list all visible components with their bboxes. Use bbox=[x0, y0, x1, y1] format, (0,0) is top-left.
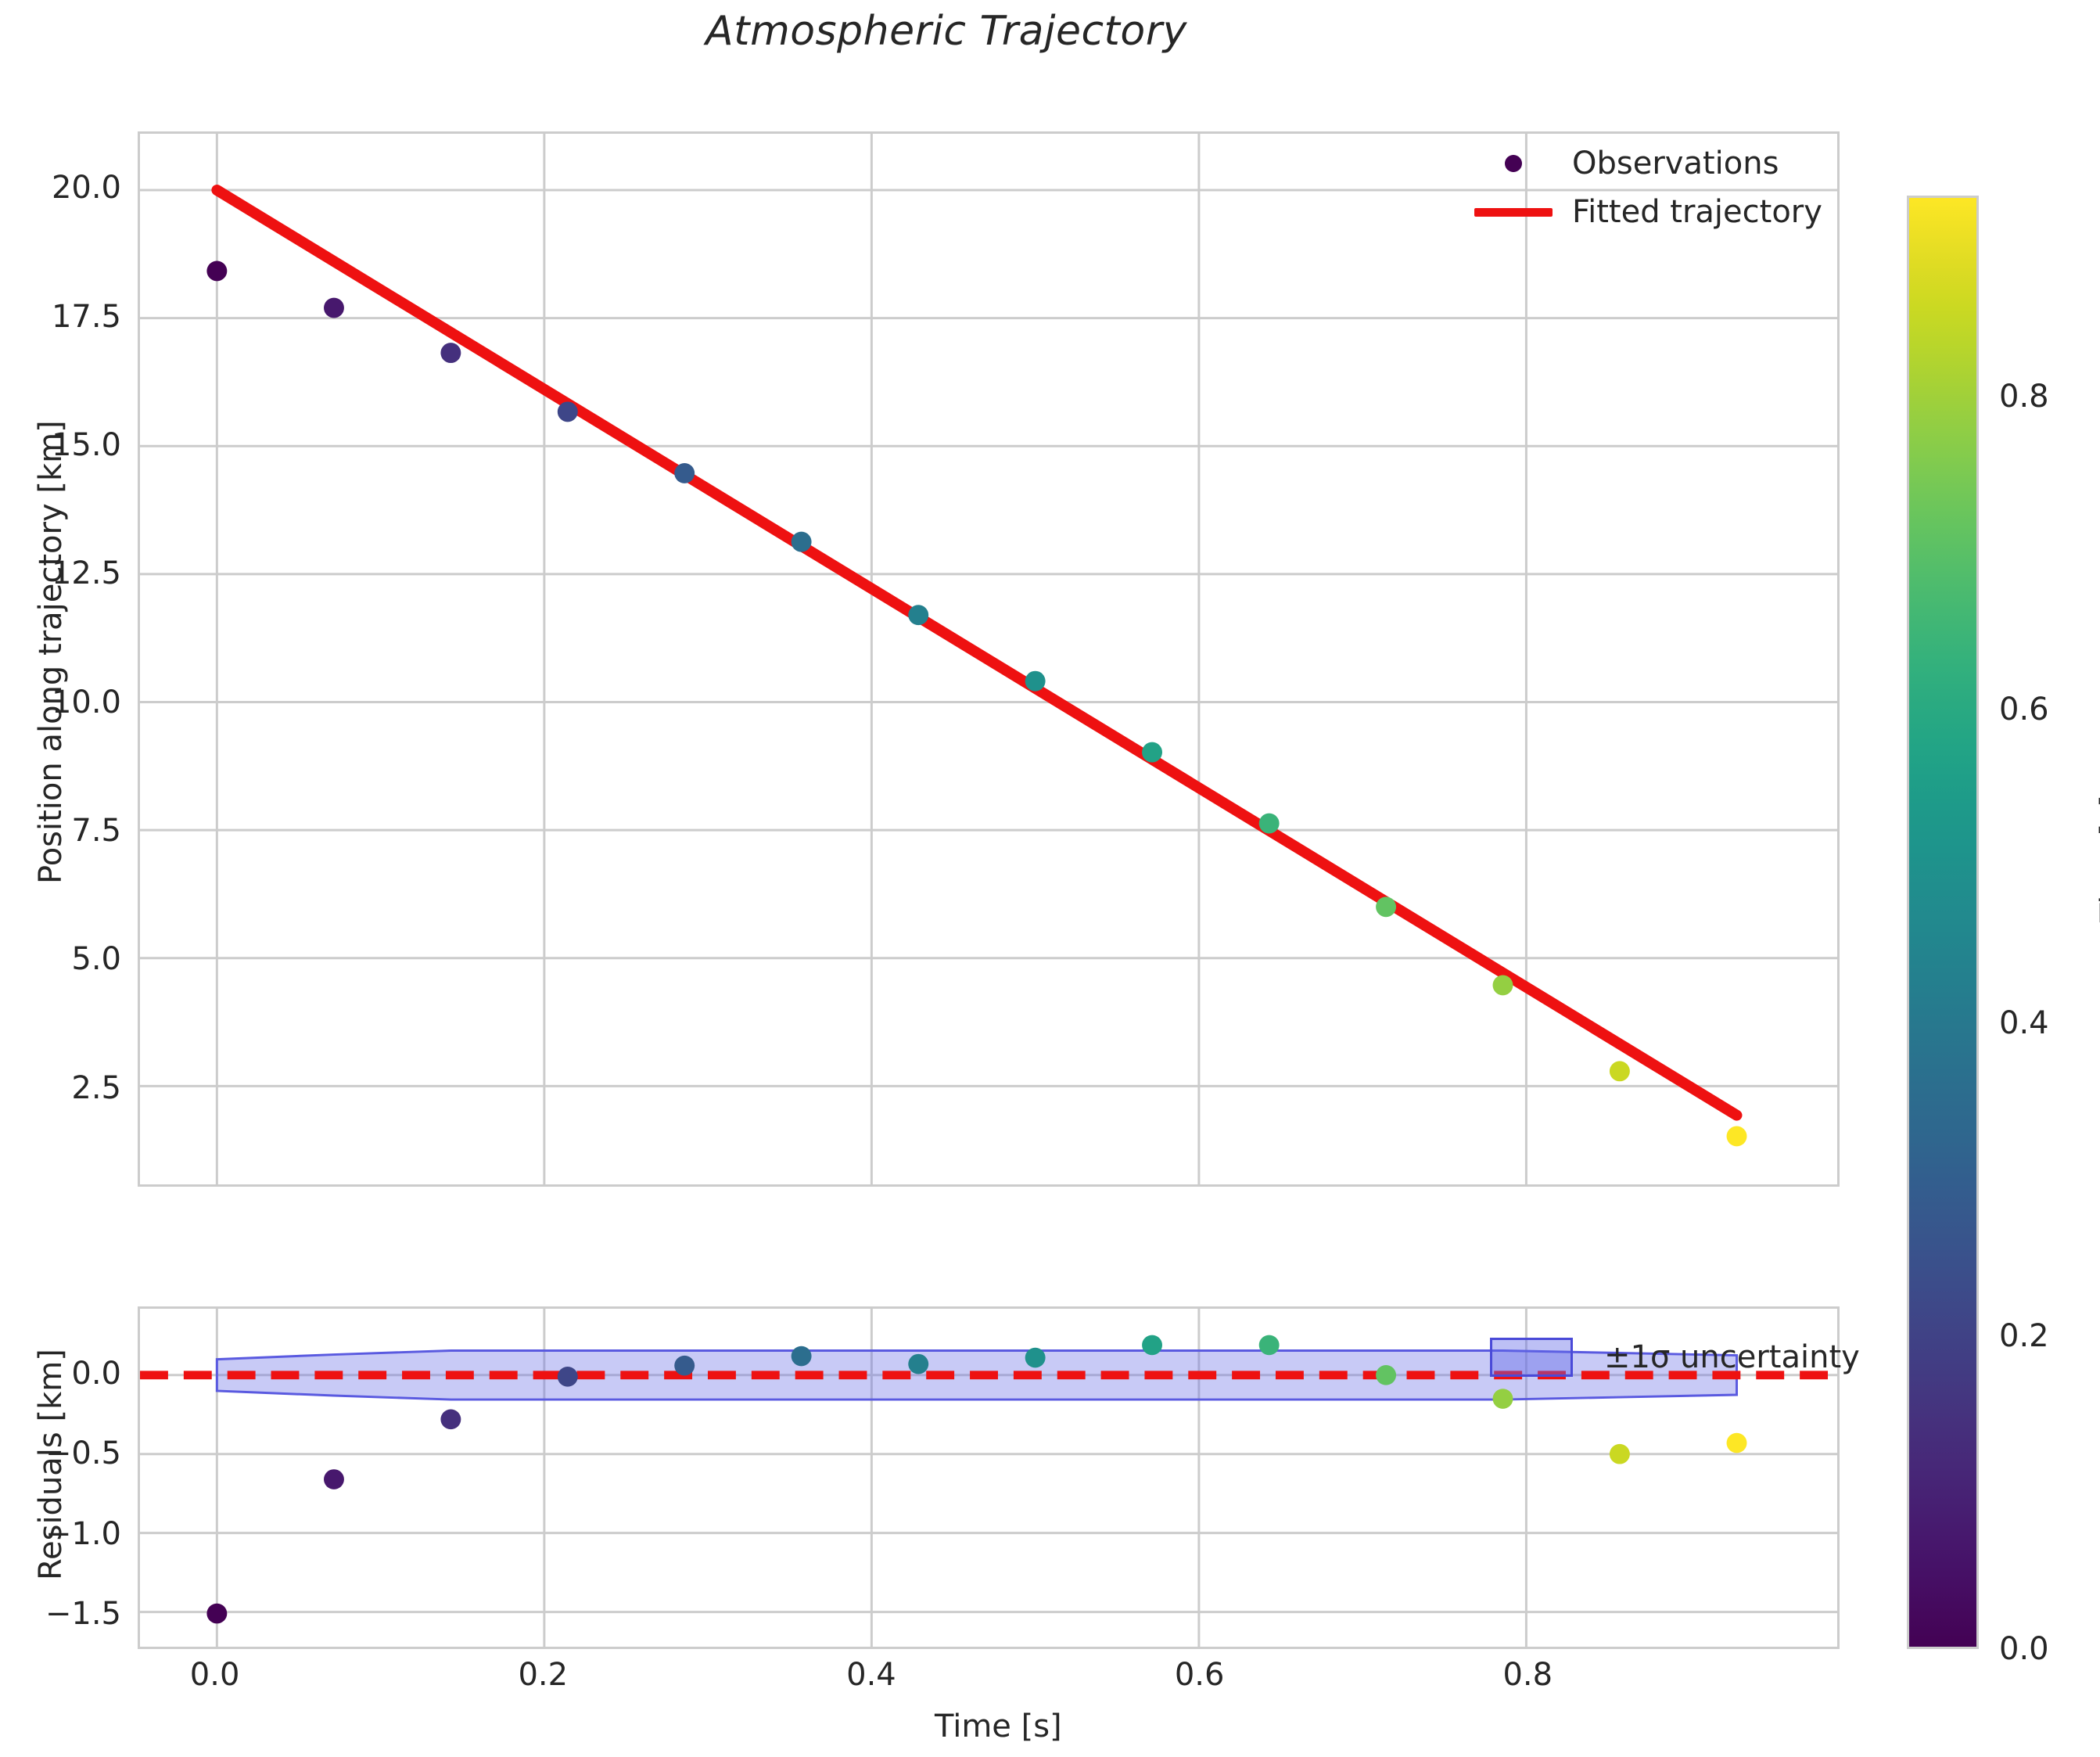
residual-point bbox=[557, 1366, 578, 1387]
residual-point bbox=[1492, 1389, 1513, 1409]
legend-label-uncertainty: ±1σ uncertainty bbox=[1604, 1339, 1860, 1375]
figure-title: Atmospheric Trajectory bbox=[705, 8, 1187, 55]
residual-point bbox=[440, 1409, 461, 1430]
resid-yticks-item: −1.5 bbox=[45, 1595, 121, 1632]
main-yticks-item: 20.0 bbox=[51, 170, 121, 207]
resid-xticks-item: 0.6 bbox=[1174, 1657, 1225, 1693]
resid-xticks-item: 0.4 bbox=[846, 1657, 896, 1693]
trajectory-plot-area bbox=[140, 134, 1837, 1184]
residuals-ylabel: Residuals [km] bbox=[33, 1349, 69, 1580]
colorbar-tick: 0.6 bbox=[1999, 692, 2049, 728]
observation-point bbox=[206, 260, 228, 282]
colorbar-fill bbox=[1909, 198, 1976, 1647]
trajectory-legend: Observations Fitted trajectory bbox=[1455, 139, 1822, 236]
main-yticks-item: 12.5 bbox=[51, 555, 121, 592]
observation-point bbox=[1376, 896, 1397, 918]
observation-point bbox=[908, 605, 929, 626]
colorbar-tick: 0.0 bbox=[1999, 1631, 2049, 1667]
observation-point bbox=[440, 343, 461, 364]
time-colorbar[interactable] bbox=[1907, 196, 1979, 1649]
main-yticks-item: 10.0 bbox=[51, 684, 121, 720]
observation-point bbox=[1025, 670, 1046, 692]
colorbar-tick: 0.4 bbox=[1999, 1004, 2049, 1041]
resid-xticks-item: 0.2 bbox=[518, 1657, 569, 1693]
colorbar-tick: 0.2 bbox=[1999, 1317, 2049, 1354]
residual-point bbox=[206, 1603, 228, 1624]
residual-point bbox=[1376, 1364, 1397, 1385]
residual-point bbox=[324, 1469, 344, 1489]
fitted-trajectory-line bbox=[211, 185, 1743, 1121]
residual-point bbox=[908, 1353, 929, 1374]
legend-entry-observations[interactable]: Observations bbox=[1455, 139, 1822, 188]
observation-point bbox=[557, 401, 578, 422]
main-yticks-item: 5.0 bbox=[71, 941, 121, 978]
resid-yticks-item: 0.0 bbox=[71, 1355, 121, 1392]
main-yticks-item: 7.5 bbox=[71, 813, 121, 850]
observation-point bbox=[324, 297, 344, 318]
observation-point bbox=[791, 531, 812, 552]
residuals-axes bbox=[138, 1306, 1840, 1649]
colorbar-gradient bbox=[1909, 198, 1976, 1647]
resid-xticks-item: 0.8 bbox=[1502, 1657, 1553, 1693]
colorbar-tick: 0.8 bbox=[1999, 379, 2049, 415]
residual-point bbox=[1142, 1335, 1163, 1356]
residual-point bbox=[1258, 1335, 1280, 1356]
resid-yticks-item: −1.0 bbox=[45, 1515, 121, 1552]
residuals-xlabel: Time [s] bbox=[935, 1708, 1062, 1744]
trajectory-ylabel: Position along trajectory [km] bbox=[33, 420, 69, 884]
main-yticks-item: 17.5 bbox=[51, 298, 121, 335]
colorbar-label: Time [s] bbox=[2095, 795, 2100, 922]
observation-point bbox=[1492, 975, 1513, 996]
residual-point bbox=[674, 1355, 695, 1376]
trajectory-axes bbox=[138, 131, 1840, 1187]
main-yticks-item: 15.0 bbox=[51, 427, 121, 464]
observation-point bbox=[1142, 742, 1163, 763]
observations-marker-icon bbox=[1455, 155, 1572, 172]
legend-label-fitted: Fitted trajectory bbox=[1572, 194, 1822, 230]
main-yticks-item: 2.5 bbox=[71, 1069, 121, 1106]
observation-point bbox=[1609, 1061, 1630, 1082]
legend-label-observations: Observations bbox=[1572, 146, 1779, 181]
resid-yticks-item: −0.5 bbox=[45, 1435, 121, 1472]
observation-point bbox=[674, 462, 695, 483]
legend-entry-fitted[interactable]: Fitted trajectory bbox=[1455, 188, 1822, 236]
residuals-legend[interactable]: ±1σ uncertainty bbox=[1490, 1338, 1860, 1377]
fitted-line-icon bbox=[1455, 207, 1572, 217]
observation-point bbox=[1258, 813, 1280, 834]
uncertainty-band-icon bbox=[1490, 1338, 1573, 1377]
observation-point bbox=[1726, 1126, 1747, 1147]
residual-point bbox=[1025, 1347, 1046, 1368]
residual-point bbox=[1609, 1443, 1630, 1464]
resid-xticks-item: 0.0 bbox=[189, 1657, 240, 1693]
residual-point bbox=[1726, 1432, 1747, 1453]
residual-point bbox=[791, 1346, 812, 1367]
